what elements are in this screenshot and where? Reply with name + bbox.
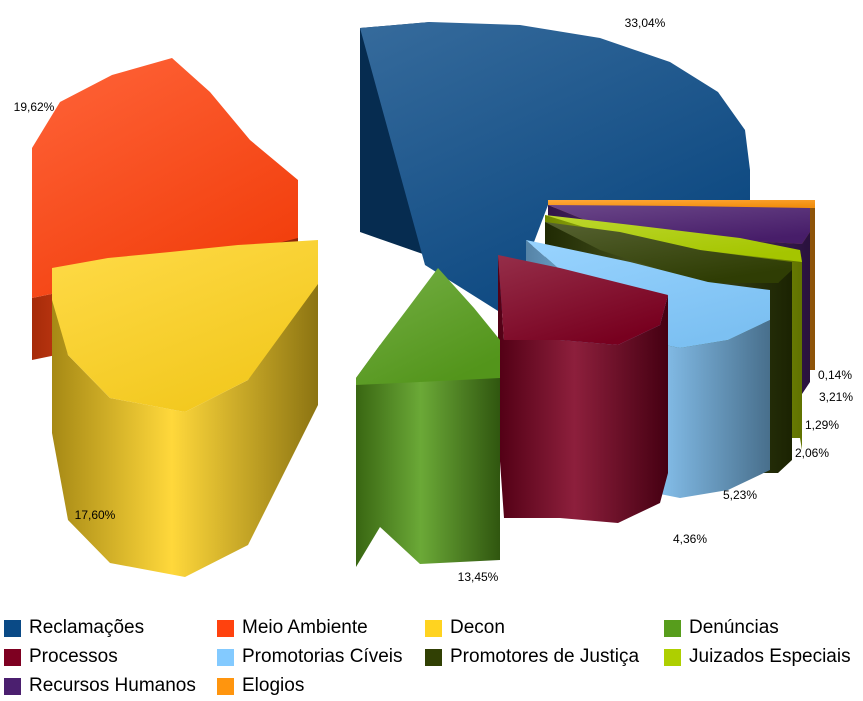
legend-item-4: Denúncias bbox=[664, 616, 779, 640]
pie-slice-1 bbox=[360, 22, 750, 316]
legend-swatch bbox=[217, 648, 234, 666]
legend-swatch bbox=[425, 648, 442, 666]
pie-slice-side-5 bbox=[498, 255, 668, 523]
legend-item-8: Juizados Especiais bbox=[664, 645, 851, 669]
legend-item-10: Elogios bbox=[217, 674, 304, 698]
legend-label: Elogios bbox=[242, 675, 305, 696]
legend-item-6: Promotorias Cíveis bbox=[217, 645, 403, 669]
slice-value-label-5: 4,36% bbox=[673, 532, 707, 546]
legend-swatch bbox=[217, 619, 234, 637]
slice-value-label-8: 1,29% bbox=[805, 418, 839, 432]
legend-label: Meio Ambiente bbox=[242, 617, 368, 638]
legend-label: Promotores de Justiça bbox=[450, 646, 640, 667]
pie-slice-top-7 bbox=[545, 222, 792, 283]
slice-value-label-6: 5,23% bbox=[723, 488, 757, 502]
slice-value-label-3: 17,60% bbox=[75, 508, 116, 522]
slice-value-label-7: 2,06% bbox=[795, 446, 829, 460]
slice-value-label-1: 33,04% bbox=[625, 16, 666, 30]
legend-swatch bbox=[425, 619, 442, 637]
legend-item-1: Reclamações bbox=[4, 616, 144, 640]
pie-slice-top-8 bbox=[545, 215, 802, 262]
pie-slice-top-5 bbox=[498, 255, 668, 345]
legend-item-5: Processos bbox=[4, 645, 118, 669]
legend-label: Juizados Especiais bbox=[689, 646, 851, 667]
legend-label: Decon bbox=[450, 617, 505, 638]
legend-item-7: Promotores de Justiça bbox=[425, 645, 639, 669]
legend-label: Processos bbox=[29, 646, 118, 667]
pie-chart: 33,04% 19,62% 17,60% 13,45% 4,36% 5,23% 2,06% 1… bbox=[14, 16, 854, 584]
legend-swatch bbox=[4, 677, 21, 695]
pie-slice-top-3 bbox=[52, 240, 318, 412]
slice-value-label-4: 13,45% bbox=[458, 570, 499, 584]
legend-label: Reclamações bbox=[29, 617, 145, 638]
pie-slice-top-4 bbox=[356, 268, 500, 385]
legend-item-9: Recursos Humanos bbox=[4, 674, 196, 698]
pie-slice-5 bbox=[498, 255, 668, 523]
pie-slice-top-2 bbox=[32, 58, 298, 298]
legend-swatch bbox=[664, 648, 681, 666]
slice-value-label-2: 19,62% bbox=[14, 100, 55, 114]
pie-slice-top-9 bbox=[548, 205, 810, 244]
pie-slice-4 bbox=[356, 268, 500, 567]
pie-slice-side-4 bbox=[356, 340, 500, 567]
legend-label: Promotorias Cíveis bbox=[242, 646, 403, 667]
legend-swatch bbox=[217, 677, 234, 695]
legend-swatch bbox=[4, 648, 21, 666]
pie-slice-3 bbox=[52, 240, 318, 577]
legend-item-3: Decon bbox=[425, 616, 505, 640]
pie-slice-side-3 bbox=[52, 240, 318, 577]
legend-item-2: Meio Ambiente bbox=[217, 616, 368, 640]
slice-value-label-9: 3,21% bbox=[819, 390, 853, 404]
legend-label: Denúncias bbox=[689, 617, 779, 638]
legend-label: Recursos Humanos bbox=[29, 675, 196, 696]
pie-slice-top-1 bbox=[360, 22, 750, 316]
slice-value-label-10: 0,14% bbox=[818, 368, 852, 382]
legend-swatch bbox=[664, 619, 681, 637]
legend-swatch bbox=[4, 619, 21, 637]
